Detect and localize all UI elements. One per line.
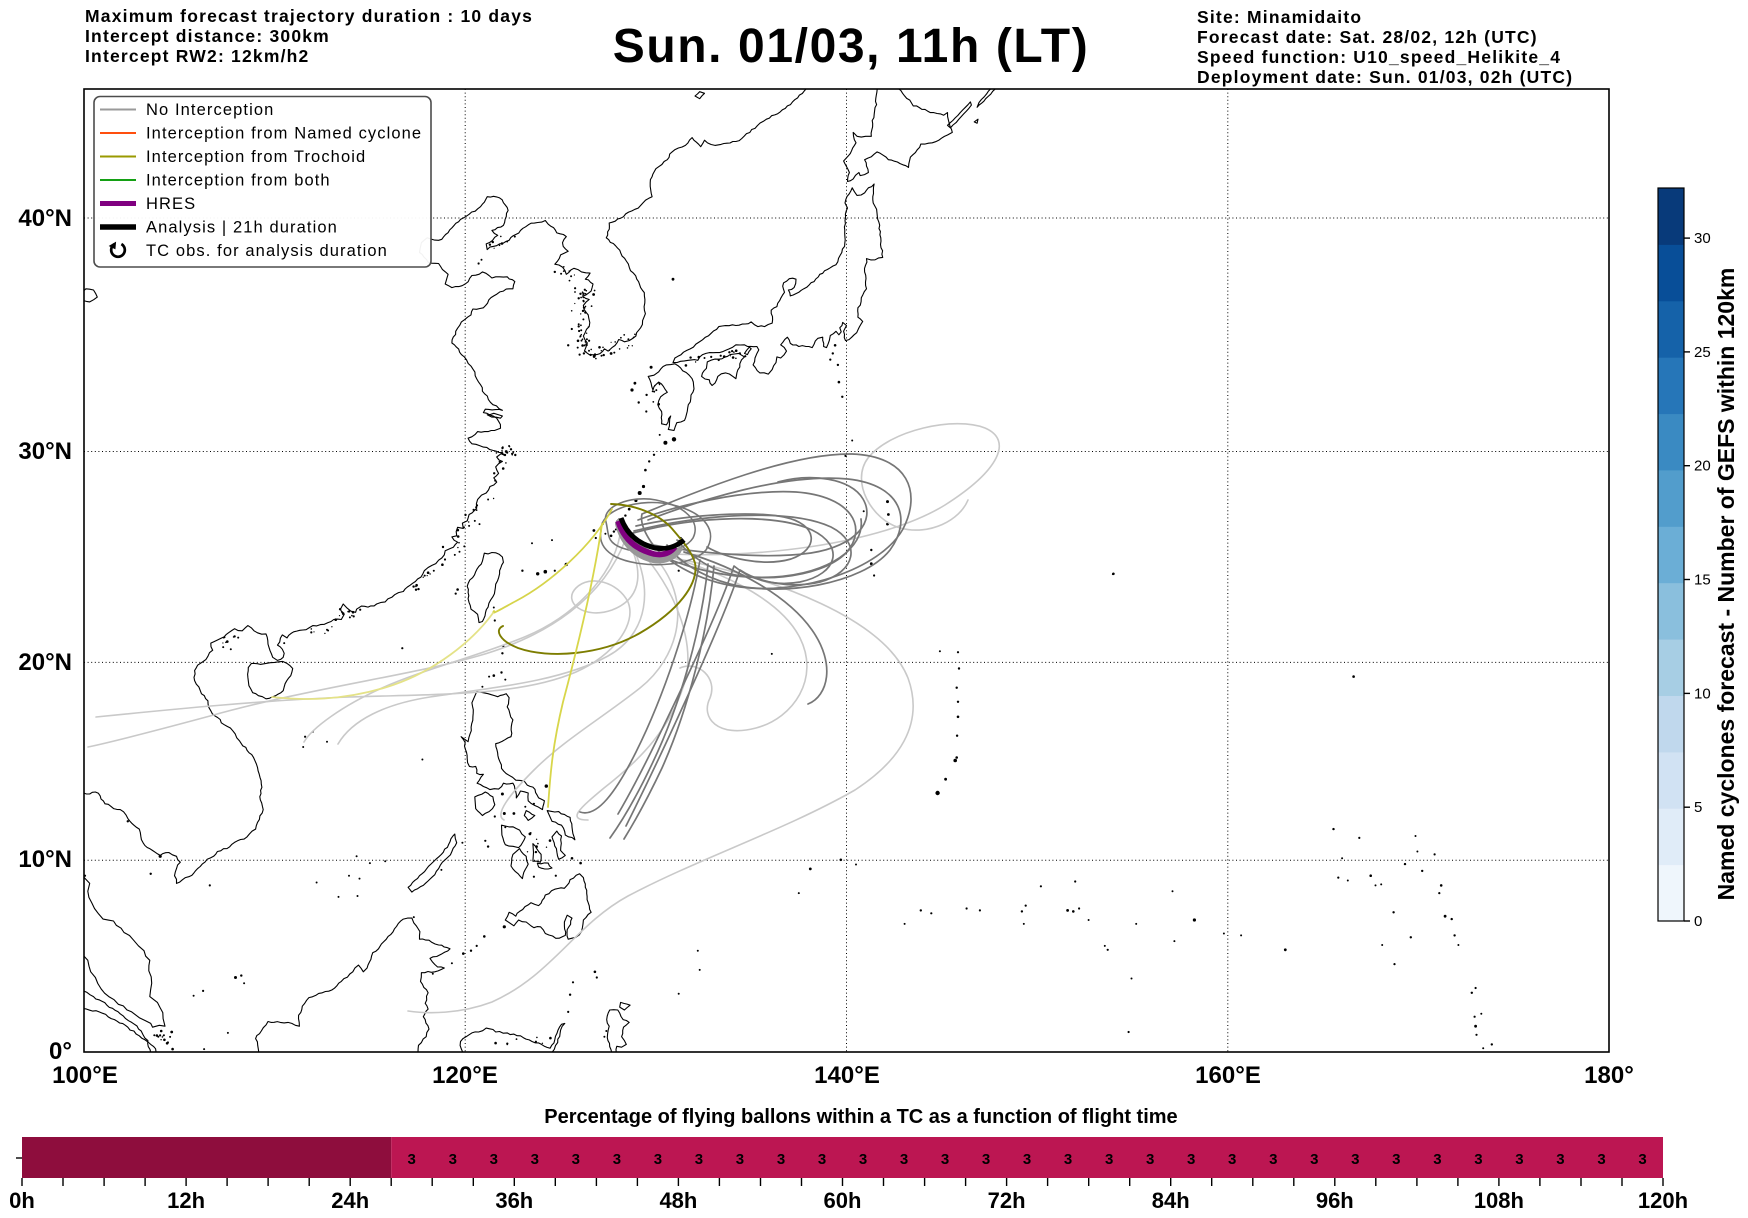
svg-text:12h: 12h	[167, 1188, 205, 1213]
svg-text:100°E: 100°E	[52, 1062, 118, 1089]
svg-text:3: 3	[1474, 1151, 1482, 1168]
svg-text:3: 3	[941, 1151, 949, 1168]
svg-text:3: 3	[1023, 1151, 1031, 1168]
svg-text:3: 3	[1105, 1151, 1113, 1168]
svg-text:140°E: 140°E	[814, 1062, 880, 1089]
svg-text:Sun. 01/03, 11h (LT): Sun. 01/03, 11h (LT)	[613, 20, 1090, 73]
svg-text:20°N: 20°N	[18, 649, 72, 676]
svg-text:Speed function: U10_speed_Heli: Speed function: U10_speed_Helikite_4	[1197, 47, 1561, 67]
svg-text:48h: 48h	[659, 1188, 697, 1213]
svg-text:120h: 120h	[1638, 1188, 1688, 1213]
svg-text:60h: 60h	[824, 1188, 862, 1213]
svg-text:3: 3	[1392, 1151, 1400, 1168]
svg-text:30°N: 30°N	[18, 438, 72, 465]
svg-text:0°: 0°	[49, 1038, 72, 1065]
svg-text:Interception from Trochoid: Interception from Trochoid	[146, 148, 366, 166]
svg-text:Named cyclones forecast - Numb: Named cyclones forecast - Number of GEFS…	[1713, 268, 1739, 901]
svg-text:3: 3	[1064, 1151, 1072, 1168]
svg-text:3: 3	[859, 1151, 867, 1168]
svg-text:3: 3	[900, 1151, 908, 1168]
svg-text:3: 3	[490, 1151, 498, 1168]
svg-text:Deployment date: Sun. 01/03, 0: Deployment date: Sun. 01/03, 02h (UTC)	[1197, 67, 1573, 87]
svg-text:3: 3	[1146, 1151, 1154, 1168]
svg-text:Percentage of flying ballons w: Percentage of flying ballons within a TC…	[544, 1106, 1177, 1128]
svg-text:Interception from Named cyclon: Interception from Named cyclone	[146, 125, 422, 143]
svg-text:Maximum forecast trajectory du: Maximum forecast trajectory duration : 1…	[85, 6, 533, 26]
svg-text:3: 3	[449, 1151, 457, 1168]
svg-text:3: 3	[1638, 1151, 1646, 1168]
svg-text:24h: 24h	[331, 1188, 369, 1213]
svg-text:HRES: HRES	[146, 195, 196, 213]
svg-text:Analysis | 21h duration: Analysis | 21h duration	[146, 219, 338, 237]
svg-text:3: 3	[572, 1151, 580, 1168]
svg-text:3: 3	[695, 1151, 703, 1168]
svg-text:10°N: 10°N	[18, 846, 72, 873]
svg-text:3: 3	[408, 1151, 416, 1168]
svg-text:0h: 0h	[9, 1188, 35, 1213]
svg-text:20: 20	[1694, 458, 1711, 475]
svg-text:3: 3	[1597, 1151, 1605, 1168]
svg-text:5: 5	[1694, 799, 1702, 816]
svg-text:Site: Minamidaito: Site: Minamidaito	[1197, 7, 1362, 27]
svg-text:108h: 108h	[1474, 1188, 1524, 1213]
svg-text:30: 30	[1694, 230, 1711, 247]
svg-text:3: 3	[1269, 1151, 1277, 1168]
svg-text:3: 3	[531, 1151, 539, 1168]
svg-text:3: 3	[818, 1151, 826, 1168]
svg-text:3: 3	[1556, 1151, 1564, 1168]
svg-text:15: 15	[1694, 572, 1711, 589]
svg-text:40°N: 40°N	[18, 205, 72, 232]
svg-text:3: 3	[1351, 1151, 1359, 1168]
svg-text:3: 3	[613, 1151, 621, 1168]
svg-text:36h: 36h	[495, 1188, 533, 1213]
svg-text:10: 10	[1694, 685, 1711, 702]
svg-text:3: 3	[1228, 1151, 1236, 1168]
svg-text:160°E: 160°E	[1195, 1062, 1261, 1089]
svg-text:Interception from both: Interception from both	[146, 172, 331, 190]
svg-text:Forecast date: Sat. 28/02, 12h: Forecast date: Sat. 28/02, 12h (UTC)	[1197, 27, 1538, 47]
svg-text:0: 0	[1694, 913, 1702, 930]
svg-text:96h: 96h	[1316, 1188, 1354, 1213]
svg-text:3: 3	[1515, 1151, 1523, 1168]
svg-text:TC obs. for analysis duration: TC obs. for analysis duration	[146, 242, 388, 260]
svg-text:3: 3	[1433, 1151, 1441, 1168]
svg-text:25: 25	[1694, 344, 1711, 361]
svg-text:3: 3	[654, 1151, 662, 1168]
svg-text:No Interception: No Interception	[146, 101, 274, 119]
svg-text:180°: 180°	[1584, 1062, 1634, 1089]
svg-text:Intercept RW2: 12km/h2: Intercept RW2: 12km/h2	[85, 46, 309, 66]
svg-text:3: 3	[1310, 1151, 1318, 1168]
svg-text:3: 3	[1187, 1151, 1195, 1168]
svg-text:84h: 84h	[1152, 1188, 1190, 1213]
svg-text:3: 3	[736, 1151, 744, 1168]
svg-text:Intercept distance: 300km: Intercept distance: 300km	[85, 26, 330, 46]
svg-text:72h: 72h	[988, 1188, 1026, 1213]
svg-text:3: 3	[777, 1151, 785, 1168]
svg-text:120°E: 120°E	[432, 1062, 498, 1089]
svg-text:3: 3	[982, 1151, 990, 1168]
